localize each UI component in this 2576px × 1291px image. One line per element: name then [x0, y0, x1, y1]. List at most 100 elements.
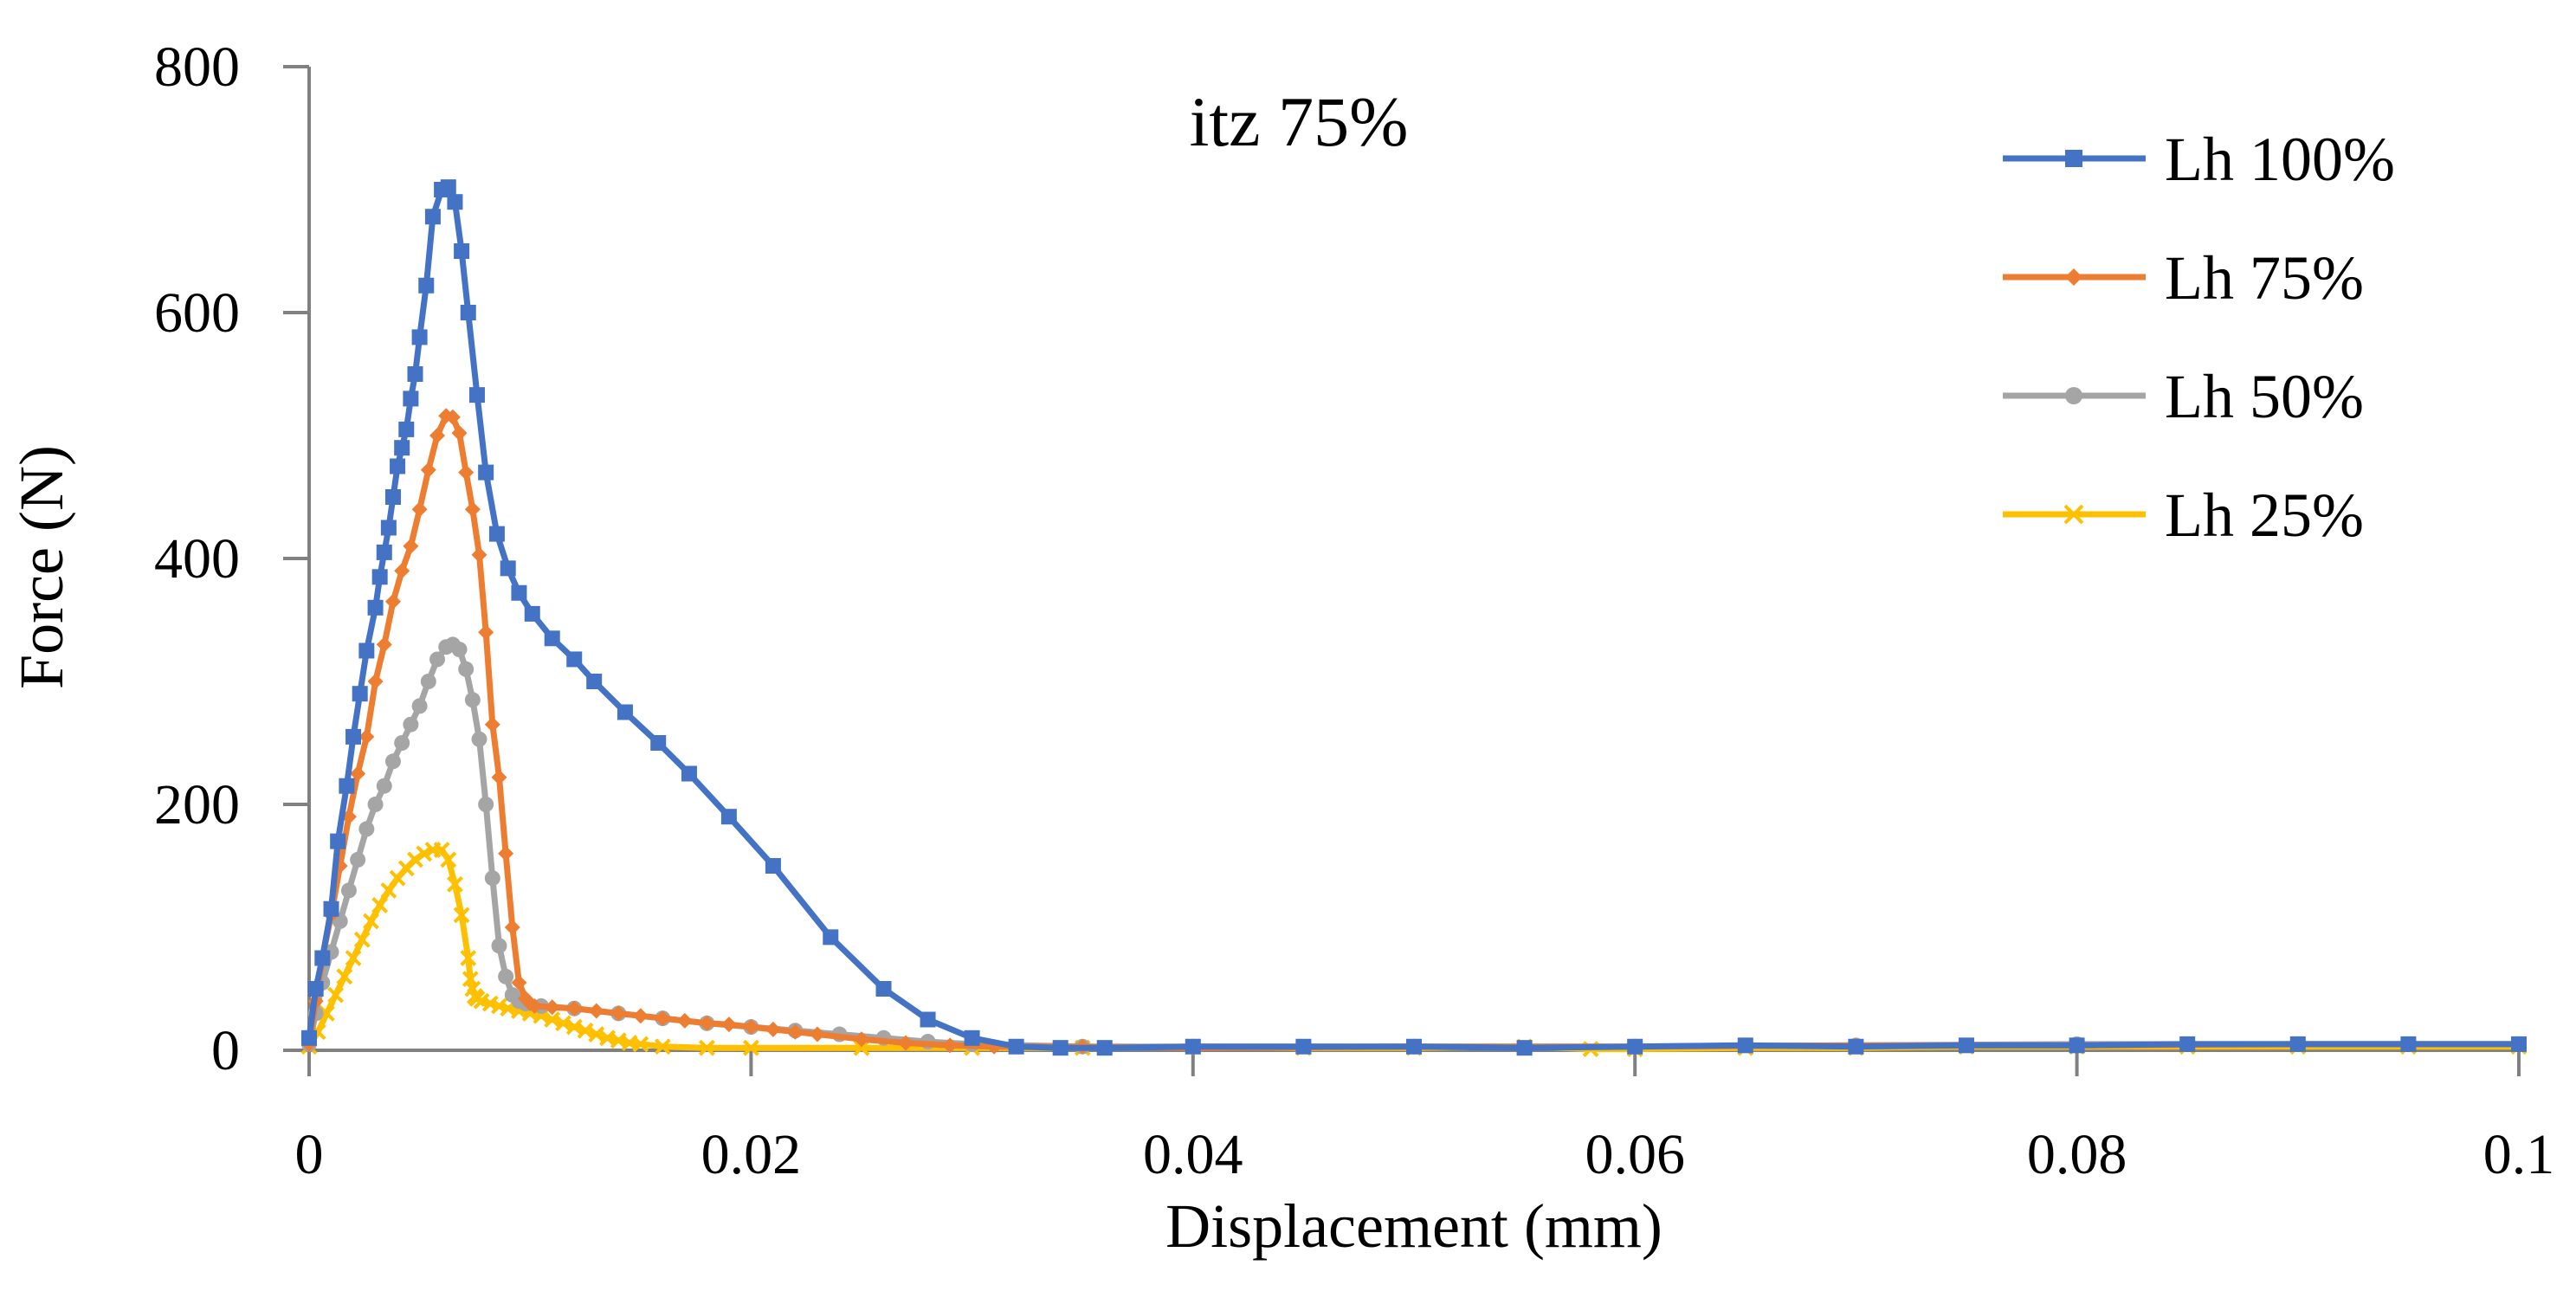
data-point — [339, 778, 355, 794]
data-point — [1406, 1038, 1422, 1055]
legend-item: Lh 25% — [2003, 481, 2364, 550]
data-point — [699, 1015, 715, 1031]
data-point — [345, 950, 362, 966]
data-point — [920, 1011, 936, 1028]
data-point — [384, 753, 401, 770]
data-point — [433, 842, 450, 858]
data-point — [555, 1015, 571, 1032]
data-point — [471, 546, 487, 563]
y-tick-label: 0 — [211, 1019, 240, 1082]
data-point — [681, 765, 697, 782]
data-point — [403, 538, 419, 554]
data-point — [384, 489, 401, 505]
data-point — [330, 833, 346, 849]
data-point — [500, 560, 516, 577]
data-point — [453, 907, 470, 924]
data-point — [484, 716, 500, 733]
data-point — [875, 981, 892, 997]
legend-item: Lh 75% — [2003, 243, 2364, 313]
data-point — [371, 569, 388, 585]
data-point — [1008, 1038, 1024, 1055]
data-point — [2065, 387, 2082, 404]
data-point — [407, 851, 423, 868]
data-point — [327, 986, 345, 1004]
data-point — [854, 1031, 869, 1048]
data-point — [460, 305, 476, 320]
data-point — [478, 464, 494, 481]
legend-label: Lh 50% — [2165, 362, 2364, 431]
data-point — [610, 1005, 627, 1022]
data-point — [491, 938, 507, 954]
data-point — [424, 209, 441, 225]
data-point — [720, 809, 737, 825]
data-point — [650, 735, 667, 751]
data-point — [526, 997, 543, 1014]
data-point — [411, 698, 428, 714]
data-point — [340, 882, 357, 899]
series-line — [306, 184, 2522, 1051]
data-point — [390, 458, 406, 474]
data-point — [451, 425, 468, 442]
data-point — [407, 366, 423, 382]
data-point — [655, 1010, 671, 1027]
x-tick-label: 0.1 — [2483, 1123, 2555, 1186]
data-point — [809, 1026, 825, 1042]
series-lh-100- — [301, 179, 2527, 1056]
data-point — [566, 1000, 583, 1017]
data-point — [787, 1023, 804, 1040]
data-point — [458, 661, 475, 677]
data-point — [478, 797, 494, 812]
data-point — [1185, 1038, 1201, 1055]
data-point — [367, 674, 384, 689]
data-point — [586, 674, 603, 689]
data-point — [743, 1019, 759, 1036]
data-point — [458, 464, 475, 481]
legend-item: Lh 100% — [2003, 125, 2395, 194]
series-lh-25- — [300, 842, 2528, 1057]
y-tick-label: 200 — [154, 773, 240, 836]
data-point — [2400, 1036, 2417, 1052]
data-point — [676, 1012, 693, 1029]
x-tick-label: 0.02 — [701, 1123, 802, 1186]
y-tick-label: 800 — [154, 36, 240, 99]
data-point — [765, 858, 781, 874]
data-point — [942, 1037, 959, 1054]
data-point — [411, 501, 428, 518]
data-point — [2063, 504, 2084, 525]
data-point — [898, 1035, 914, 1051]
data-point — [307, 981, 324, 997]
data-point — [544, 1011, 561, 1028]
x-tick-label: 0 — [295, 1123, 324, 1186]
data-point — [394, 735, 410, 751]
data-point — [464, 692, 481, 708]
data-point — [358, 642, 375, 659]
data-point — [319, 1004, 335, 1022]
data-point — [498, 968, 514, 984]
data-point — [544, 630, 560, 647]
data-point — [588, 1026, 605, 1042]
data-point — [1052, 1040, 1068, 1056]
data-point — [447, 194, 463, 210]
data-point — [2289, 1036, 2306, 1052]
data-point — [376, 636, 392, 653]
data-point — [478, 624, 494, 641]
data-point — [2179, 1036, 2196, 1052]
data-point — [1627, 1038, 1643, 1055]
data-point — [394, 563, 410, 579]
y-tick-label: 400 — [154, 527, 240, 591]
data-point — [1096, 1040, 1113, 1056]
data-point — [464, 501, 481, 518]
data-point — [511, 584, 527, 601]
data-point — [416, 845, 433, 862]
data-point — [632, 1036, 649, 1053]
data-point — [358, 821, 375, 837]
data-point — [566, 651, 583, 668]
data-point — [314, 950, 331, 966]
x-tick-label: 0.08 — [2027, 1123, 2127, 1186]
data-point — [350, 851, 366, 868]
x-axis-title: Displacement (mm) — [1165, 1191, 1662, 1261]
data-point — [565, 1018, 583, 1036]
data-point — [363, 913, 379, 930]
data-point — [460, 950, 477, 966]
